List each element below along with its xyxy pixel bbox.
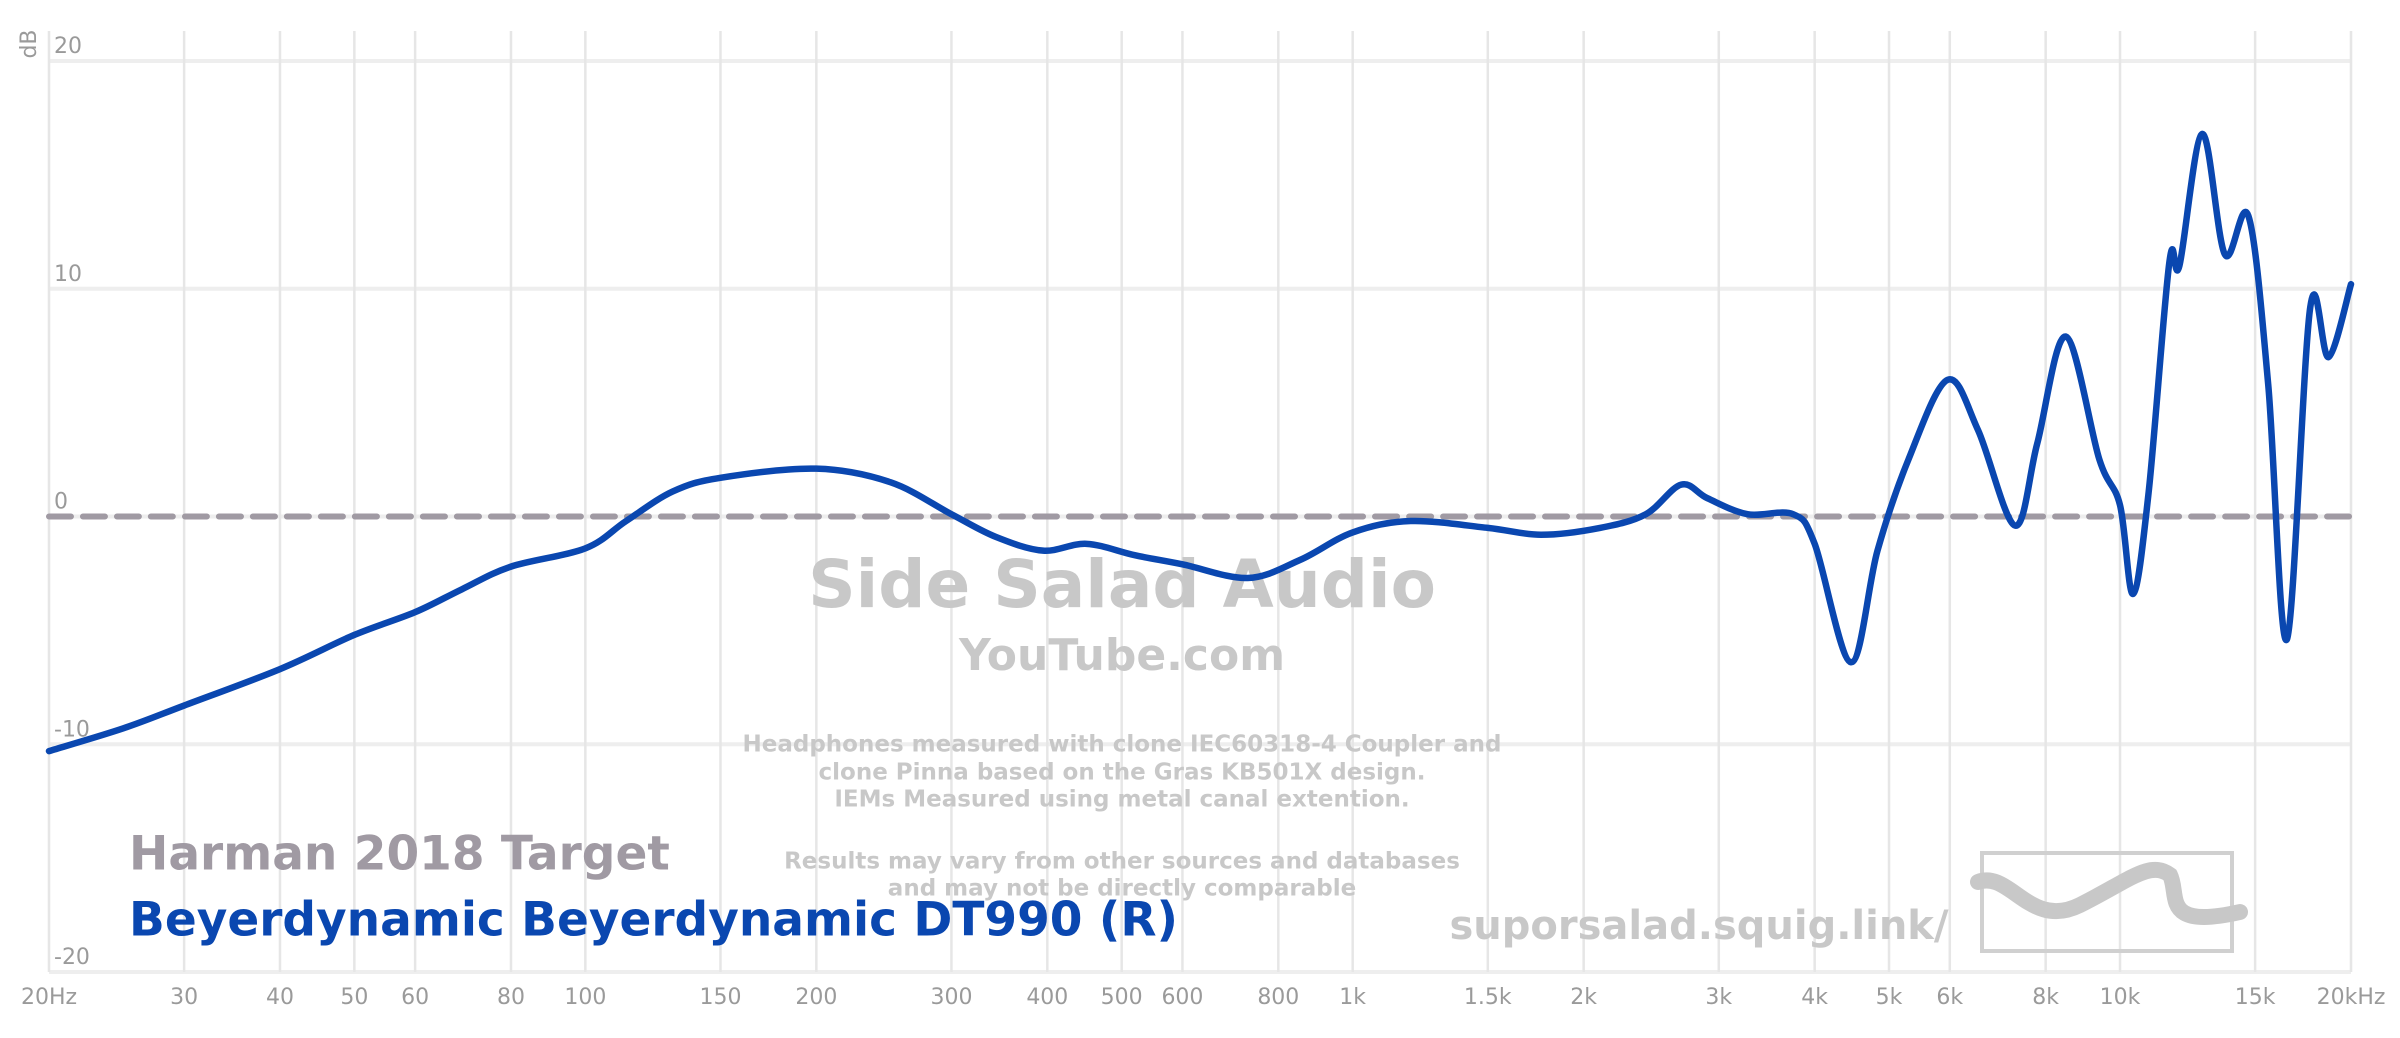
x-tick-label: 15k: [2235, 985, 2276, 1010]
site-url: suporsalad.squig.link/: [1449, 903, 1948, 949]
y-tick-label: -20: [54, 945, 90, 970]
x-tick-label: 8k: [2032, 985, 2059, 1010]
x-tick-label: 2k: [1570, 985, 1597, 1010]
x-tick-label: 4k: [1801, 985, 1828, 1010]
x-tick-label: 20kHz: [2317, 985, 2386, 1010]
response-curve: [45, 130, 2355, 755]
x-tick-label: 30: [170, 985, 198, 1010]
note-line: Results may vary from other sources and …: [784, 849, 1460, 875]
x-tick-label: 5k: [1876, 985, 1903, 1010]
x-tick-label: 400: [1026, 985, 1068, 1010]
note-line: clone Pinna based on the Gras KB501X des…: [819, 760, 1426, 786]
x-tick-label: 500: [1101, 985, 1143, 1010]
note-line: IEMs Measured using metal canal extentio…: [834, 787, 1409, 813]
watermark-title: Side Salad Audio: [808, 546, 1436, 623]
x-tick-label: 600: [1161, 985, 1203, 1010]
logo-squiggle: [1970, 861, 2248, 925]
watermark: Side Salad Audio YouTube.com Headphones …: [743, 546, 2248, 953]
x-tick-label: 40: [266, 985, 294, 1010]
watermark-subtitle: YouTube.com: [958, 630, 1285, 681]
x-tick-label: 150: [699, 985, 741, 1010]
legend-entry: Harman 2018 Target: [129, 827, 670, 882]
x-tick-label: 3k: [1705, 985, 1732, 1010]
legend-entry: Beyerdynamic Beyerdynamic DT990 (R): [129, 893, 1178, 948]
x-tick-label: 800: [1257, 985, 1299, 1010]
y-tick-label: 10: [54, 262, 82, 287]
x-tick-label: 50: [340, 985, 368, 1010]
x-tick-label: 1k: [1339, 985, 1366, 1010]
x-tick-label: 200: [795, 985, 837, 1010]
logo-frame: [1980, 851, 2234, 953]
x-tick-label: 300: [930, 985, 972, 1010]
x-tick-label: 1.5k: [1464, 985, 1512, 1010]
legend: Harman 2018 Target Beyerdynamic Beyerdyna…: [129, 827, 1178, 948]
x-tick-label: 20Hz: [21, 985, 77, 1010]
x-tick-label: 6k: [1936, 985, 1963, 1010]
x-tick-label: 100: [564, 985, 606, 1010]
note-line: Headphones measured with clone IEC60318-…: [743, 732, 1502, 758]
x-tick-label: 10k: [2100, 985, 2141, 1010]
y-tick-label: 20: [54, 34, 82, 59]
note-line: and may not be directly comparable: [888, 876, 1356, 902]
x-tick-label: 80: [497, 985, 525, 1010]
y-tick-label: 0: [54, 490, 68, 515]
y-axis-label: dB: [17, 29, 42, 58]
plot: [45, 130, 2355, 755]
x-tick-label: 60: [401, 985, 429, 1010]
